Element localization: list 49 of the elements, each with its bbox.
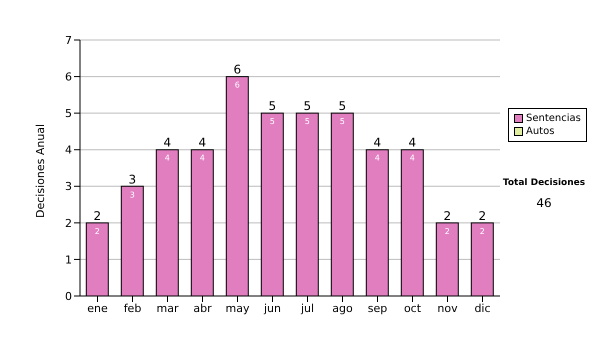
total-label: 5	[338, 99, 346, 114]
data-label: 2	[94, 226, 100, 236]
x-tick-label: oct	[404, 302, 422, 315]
y-tick-label: 2	[65, 216, 72, 230]
data-label: 2	[480, 226, 485, 236]
data-label: 4	[164, 154, 170, 163]
data-label: 4	[410, 154, 415, 163]
y-tick-label: 3	[65, 180, 72, 194]
total-label: 4	[163, 136, 172, 150]
total-label: 4	[408, 136, 416, 150]
data-label: 6	[234, 80, 240, 90]
y-tick-label: 7	[65, 34, 72, 47]
x-tick-label: feb	[124, 302, 142, 315]
x-tick-label: sep	[368, 302, 388, 315]
data-label: 5	[304, 117, 310, 126]
data-label: 2	[444, 226, 450, 236]
x-tick-label: jul	[300, 302, 314, 315]
total-label: 3	[128, 172, 136, 186]
text: Total Decisiones	[502, 178, 586, 188]
total-label: 4	[373, 136, 382, 150]
total-label: 2	[478, 208, 486, 223]
x-tick-label: mar	[156, 302, 179, 315]
x-tick-label: nov	[437, 302, 458, 315]
y-tick-label: 1	[65, 253, 72, 266]
y-axis-title: Decisiones Anual	[34, 124, 47, 218]
y-tick-label: 4	[65, 144, 72, 157]
total-label: 4	[198, 136, 206, 150]
total-label: 2	[443, 208, 452, 223]
data-label: 5	[340, 117, 345, 126]
y-tick-label: 0	[65, 290, 72, 303]
x-tick-label: jun	[263, 302, 282, 315]
total-label: 5	[303, 99, 312, 114]
x-tick-label: abr	[193, 302, 212, 315]
legend-label: Autos	[526, 125, 554, 138]
y-tick-label: 5	[65, 107, 72, 120]
x-tick-label: ene	[87, 302, 108, 315]
data-label: 5	[270, 117, 275, 126]
x-tick-label: may	[226, 302, 250, 315]
text: 46	[535, 196, 553, 210]
total-label: 6	[233, 62, 242, 77]
data-label: 3	[130, 190, 135, 200]
x-tick-label: dic	[474, 302, 491, 315]
y-tick-label: 6	[65, 70, 72, 84]
total-label: 2	[93, 208, 102, 223]
data-label: 4	[374, 154, 380, 163]
data-label: 4	[200, 154, 205, 163]
legend-label: Sentencias	[526, 112, 581, 125]
total-label: 5	[268, 99, 276, 114]
x-tick-label: ago	[332, 302, 353, 315]
